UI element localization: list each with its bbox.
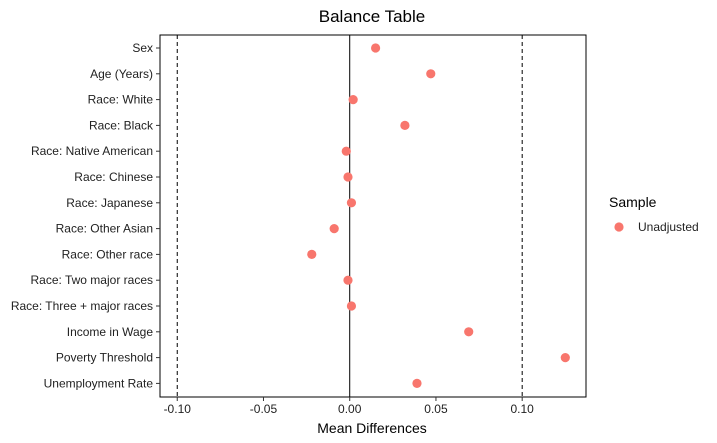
x-axis: -0.10 -0.05 0.00 0.05 0.10 [164, 397, 535, 416]
y-axis-labels: Sex Age (Years) Race: White Race: Black Race… [11, 41, 160, 390]
y-tick-label: Race: White [88, 93, 154, 107]
legend: Sample Unadjusted [609, 194, 699, 234]
data-point [426, 69, 436, 79]
x-tick-label: -0.10 [164, 402, 192, 416]
data-point [343, 172, 353, 182]
x-tick-label: 0.00 [338, 402, 362, 416]
plot-panel [159, 34, 587, 398]
y-tick-label: Race: Other Asian [56, 222, 153, 236]
data-point [341, 146, 351, 156]
data-point [346, 301, 357, 311]
data-point [560, 353, 570, 363]
y-tick-label: Race: Two major races [31, 273, 154, 287]
data-point [400, 120, 410, 130]
data-point [412, 378, 422, 388]
y-tick-label: Race: Native American [31, 144, 153, 158]
data-point [348, 95, 358, 105]
y-tick-label: Sex [132, 41, 153, 55]
y-tick-label: Race: Chinese [74, 170, 153, 184]
panel-border [159, 34, 587, 398]
data-point [464, 327, 474, 337]
legend-label: Unadjusted [638, 220, 699, 234]
data-point [329, 224, 339, 234]
data-point [346, 198, 357, 208]
chart-title: Balance Table [319, 7, 426, 26]
y-tick-label: Income in Wage [67, 325, 154, 339]
y-tick-label: Unemployment Rate [44, 376, 154, 390]
y-tick-label: Race: Black [89, 118, 154, 132]
legend-marker [614, 222, 624, 232]
x-tick-label: 0.10 [511, 402, 535, 416]
legend-title: Sample [609, 194, 657, 210]
y-tick-label: Age (Years) [90, 67, 153, 81]
y-tick-label: Race: Japanese [66, 196, 153, 210]
data-point [370, 43, 381, 53]
x-tick-label: 0.05 [424, 402, 448, 416]
y-tick-label: Race: Three + major races [11, 299, 153, 313]
data-point [307, 249, 317, 259]
y-tick-label: Poverty Threshold [56, 351, 153, 365]
data-point [343, 275, 353, 285]
y-tick-label: Race: Other race [62, 247, 154, 261]
x-tick-label: -0.05 [250, 402, 278, 416]
x-axis-title: Mean Differences [317, 420, 426, 436]
